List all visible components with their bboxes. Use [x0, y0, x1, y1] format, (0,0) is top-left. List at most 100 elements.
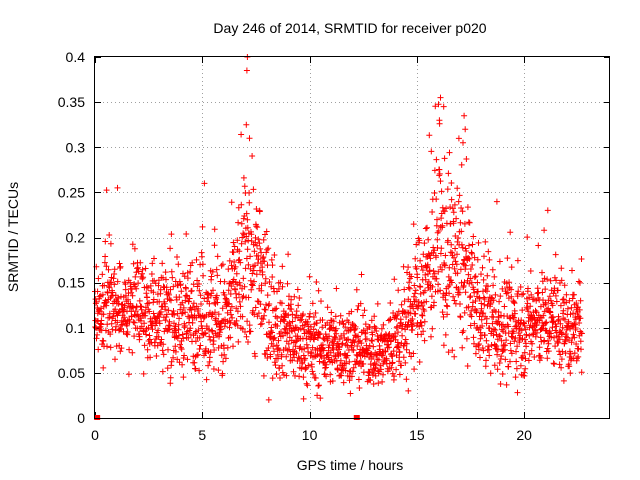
y-tick-label: 0.4 [66, 49, 86, 65]
data-point [149, 260, 156, 267]
data-point [289, 311, 296, 318]
data-point [234, 308, 241, 315]
data-point [269, 375, 276, 382]
data-point [496, 360, 503, 366]
data-point [550, 360, 557, 367]
data-point [111, 281, 118, 288]
data-point [146, 336, 153, 343]
data-point [466, 280, 473, 287]
data-point [317, 395, 324, 402]
data-point [468, 249, 475, 256]
data-point [280, 332, 286, 339]
data-point [358, 271, 365, 278]
data-point [480, 310, 487, 317]
data-point [380, 371, 386, 378]
data-point [232, 286, 239, 293]
data-point [272, 306, 278, 313]
data-point [564, 305, 571, 312]
data-point [513, 348, 519, 355]
data-point [485, 343, 492, 350]
data-point [571, 291, 577, 298]
data-point [406, 285, 413, 292]
data-point [196, 287, 203, 294]
data-point [149, 326, 156, 333]
data-point [313, 320, 320, 326]
data-point [467, 266, 474, 272]
data-point [355, 338, 362, 345]
data-point [475, 239, 482, 246]
data-point [534, 329, 540, 336]
y-tick-label: 0.1 [66, 320, 86, 336]
data-point [433, 275, 440, 282]
data-point [421, 318, 428, 325]
data-point [225, 287, 232, 294]
data-point [274, 323, 281, 329]
data-point [167, 380, 174, 387]
data-point [241, 283, 248, 290]
data-point [156, 320, 163, 327]
data-point [190, 281, 197, 288]
data-point [300, 395, 307, 402]
data-point [539, 269, 545, 276]
data-point [448, 241, 455, 248]
data-point [455, 235, 462, 241]
data-point [553, 277, 560, 284]
data-point [577, 297, 584, 304]
data-point [475, 342, 482, 349]
data-point [250, 186, 257, 193]
data-point [203, 376, 210, 383]
data-point [176, 278, 183, 285]
data-point [131, 245, 138, 252]
data-point [259, 271, 266, 278]
data-point [432, 103, 439, 110]
data-point [233, 317, 240, 324]
data-point [433, 254, 439, 261]
data-point [530, 323, 537, 330]
data-point [439, 309, 446, 316]
data-point [576, 306, 583, 313]
data-point [309, 300, 316, 307]
data-point [513, 365, 520, 372]
data-point [419, 302, 426, 309]
data-point [285, 340, 292, 347]
data-point [233, 270, 240, 277]
data-point [573, 341, 580, 347]
data-point [193, 256, 200, 263]
data-point [331, 333, 338, 340]
data-point [295, 354, 302, 361]
data-point [107, 240, 114, 247]
data-point [284, 280, 291, 287]
data-point [396, 371, 403, 378]
data-point [187, 262, 194, 269]
data-point [507, 229, 514, 236]
data-point [368, 317, 375, 324]
data-point [387, 316, 394, 323]
data-point [422, 276, 429, 283]
data-point [393, 366, 400, 373]
data-point [111, 271, 118, 277]
data-point [478, 271, 484, 278]
data-point [544, 207, 551, 214]
data-point [286, 319, 293, 326]
data-point [493, 346, 500, 352]
data-point [412, 310, 419, 317]
data-point [279, 263, 286, 270]
data-point [517, 332, 524, 339]
data-point [446, 264, 453, 271]
data-point [337, 312, 344, 319]
data-point [489, 266, 496, 273]
data-point [106, 284, 113, 291]
data-point [235, 204, 242, 211]
data-point [442, 252, 449, 259]
data-point [435, 268, 442, 275]
data-point [526, 351, 533, 358]
data-point [518, 327, 525, 334]
data-point [570, 331, 577, 338]
data-point [190, 300, 197, 307]
data-point [255, 236, 262, 243]
data-point [114, 184, 121, 191]
data-point [428, 293, 435, 300]
data-point [401, 298, 408, 305]
y-tick-label: 0.35 [58, 94, 85, 110]
data-point [179, 331, 186, 338]
